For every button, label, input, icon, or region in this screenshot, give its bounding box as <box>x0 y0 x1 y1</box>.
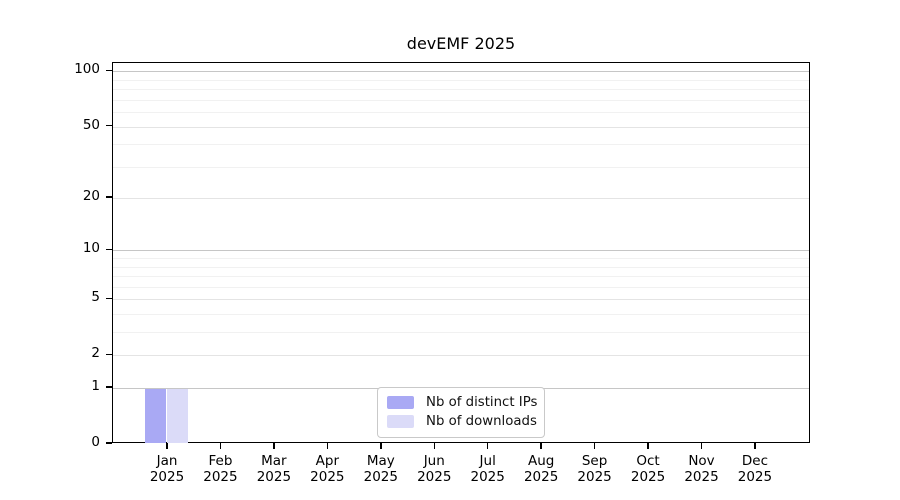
gridline-y-50 <box>113 126 809 128</box>
gridline-y-6 <box>113 286 809 288</box>
gridline-y-80 <box>113 89 809 91</box>
y-tick-5 <box>106 297 112 300</box>
gridline-y-20 <box>113 198 809 200</box>
gridline-y-2 <box>113 355 809 357</box>
x-tick-apr <box>326 443 329 449</box>
x-tick-label-jan: Jan 2025 <box>149 453 185 485</box>
y-tick-label-5: 5 <box>91 289 100 306</box>
x-tick-nov <box>700 443 703 449</box>
gridline-y-70 <box>113 99 809 101</box>
x-tick-label-apr: Apr 2025 <box>310 453 345 485</box>
x-tick-label-nov: Nov 2025 <box>684 453 719 485</box>
gridline-y-30 <box>113 166 809 168</box>
legend-label-downloads: Nb of downloads <box>426 414 537 429</box>
y-tick-label-100: 100 <box>74 61 100 78</box>
gridline-y-60 <box>113 112 809 114</box>
legend-swatch-downloads <box>387 415 414 428</box>
x-tick-label-jul: Jul 2025 <box>470 453 505 485</box>
bar-downloads-jan <box>166 388 189 443</box>
chart-title: devEMF 2025 <box>406 34 516 53</box>
plot-area: Nb of distinct IPs Nb of downloads <box>112 62 810 443</box>
gridline-y-40 <box>113 144 809 146</box>
x-tick-jan <box>166 443 168 449</box>
gridline-y-100 <box>113 71 809 73</box>
y-tick-50 <box>106 124 112 127</box>
x-tick-jun <box>433 443 435 449</box>
x-tick-feb <box>219 443 222 449</box>
x-tick-label-sep: Sep 2025 <box>577 453 612 485</box>
legend-swatch-distinct-ips <box>387 396 414 409</box>
x-tick-oct <box>647 443 649 449</box>
x-tick-jul <box>486 443 489 449</box>
y-tick-2 <box>106 353 112 356</box>
y-tick-label-0: 0 <box>91 434 100 450</box>
x-tick-label-dec: Dec 2025 <box>737 453 773 485</box>
legend-entry-distinct-ips: Nb of distinct IPs <box>378 393 544 412</box>
gridline-y-3 <box>113 332 809 334</box>
legend: Nb of distinct IPs Nb of downloads <box>377 387 545 438</box>
y-tick-10 <box>106 248 112 251</box>
x-tick-label-may: May 2025 <box>363 453 398 485</box>
x-tick-sep <box>593 443 596 449</box>
y-tick-label-10: 10 <box>82 240 100 257</box>
gridline-y-5 <box>113 299 809 301</box>
y-tick-1 <box>106 386 112 388</box>
x-tick-label-feb: Feb 2025 <box>203 453 238 485</box>
y-tick-20 <box>106 196 112 198</box>
gridline-y-8 <box>113 266 809 268</box>
x-tick-label-aug: Aug 2025 <box>523 453 559 485</box>
gridline-y-90 <box>113 79 809 81</box>
x-tick-label-jun: Jun 2025 <box>417 453 452 485</box>
x-tick-label-oct: Oct 2025 <box>630 453 666 485</box>
y-tick-label-20: 20 <box>82 188 100 205</box>
gridline-y-4 <box>113 314 809 316</box>
gridline-y-7 <box>113 276 809 278</box>
legend-label-distinct-ips: Nb of distinct IPs <box>426 395 538 410</box>
y-tick-label-2: 2 <box>91 345 100 362</box>
x-tick-mar <box>273 443 275 449</box>
legend-entry-downloads: Nb of downloads <box>378 412 544 431</box>
x-tick-may <box>380 443 382 449</box>
gridline-y-9 <box>113 258 809 260</box>
y-tick-label-50: 50 <box>82 116 100 133</box>
x-tick-dec <box>754 443 756 449</box>
x-tick-label-mar: Mar 2025 <box>256 453 292 485</box>
y-tick-0 <box>106 442 112 444</box>
gridline-y-10 <box>113 250 809 252</box>
y-tick-label-1: 1 <box>91 378 100 395</box>
x-tick-aug <box>540 443 542 449</box>
bar-distinct-ips-jan <box>144 388 167 443</box>
y-tick-100 <box>106 69 112 72</box>
